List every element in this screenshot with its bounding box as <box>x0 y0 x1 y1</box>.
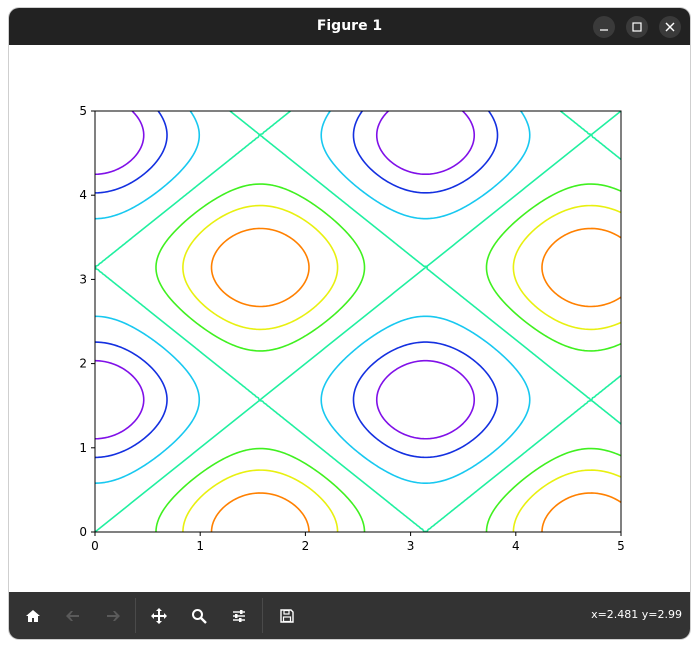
cursor-coordinates: x=2.481 y=2.99 <box>591 608 682 621</box>
x-tick-label: 3 <box>407 539 415 553</box>
x-tick-label: 2 <box>302 539 310 553</box>
maximize-button[interactable] <box>626 16 648 38</box>
contour-level-line <box>95 111 476 440</box>
contour-lines <box>95 111 621 532</box>
back-button[interactable] <box>61 604 85 628</box>
maximize-icon <box>632 22 642 32</box>
minimize-icon <box>600 29 608 31</box>
save-button[interactable] <box>275 604 299 628</box>
y-tick-label: 2 <box>79 357 87 371</box>
x-tick-label: 5 <box>617 539 625 553</box>
x-tick-label: 4 <box>512 539 520 553</box>
y-tick-label: 3 <box>79 272 87 286</box>
forward-button[interactable] <box>101 604 125 628</box>
arrow-left-icon <box>66 611 79 621</box>
toolbar-separator <box>262 598 263 633</box>
contour-level-line <box>210 227 621 532</box>
figure-canvas[interactable]: 0 1 2 3 4 5 0 1 2 3 4 5 <box>9 45 690 592</box>
y-tick-label: 0 <box>79 525 87 539</box>
figure-window: Figure 1 0 1 2 3 4 5 0 1 2 3 4 5 <box>9 8 690 639</box>
window-title: Figure 1 <box>316 18 383 34</box>
floppy-icon <box>280 609 294 623</box>
y-tick-label: 4 <box>79 188 87 202</box>
contour-level-line <box>155 183 621 532</box>
toolbar-separator <box>135 598 136 633</box>
contour-level-line <box>95 111 499 459</box>
navigation-toolbar: x=2.481 y=2.99 <box>9 592 690 639</box>
contour-plot[interactable]: 0 1 2 3 4 5 0 1 2 3 4 5 <box>9 45 690 592</box>
contour-level-line <box>95 111 531 484</box>
arrow-right-icon <box>107 611 120 621</box>
x-tick-label: 1 <box>196 539 204 553</box>
contour-level-line <box>182 204 621 532</box>
y-tick-label: 1 <box>79 441 87 455</box>
zoom-button[interactable] <box>187 604 211 628</box>
x-tick-label: 0 <box>91 539 99 553</box>
sliders-icon <box>233 610 245 622</box>
minimize-button[interactable] <box>593 16 615 38</box>
close-button[interactable] <box>659 16 681 38</box>
home-button[interactable] <box>21 604 45 628</box>
contour-level-line <box>95 111 621 532</box>
pan-button[interactable] <box>147 604 171 628</box>
home-icon <box>26 610 40 622</box>
magnifier-icon <box>192 609 207 624</box>
y-tick-label: 5 <box>79 104 87 118</box>
configure-subplots-button[interactable] <box>227 604 251 628</box>
move-icon <box>151 608 167 624</box>
close-icon <box>665 22 675 32</box>
axes-frame <box>94 110 622 533</box>
title-bar[interactable]: Figure 1 <box>9 8 690 45</box>
